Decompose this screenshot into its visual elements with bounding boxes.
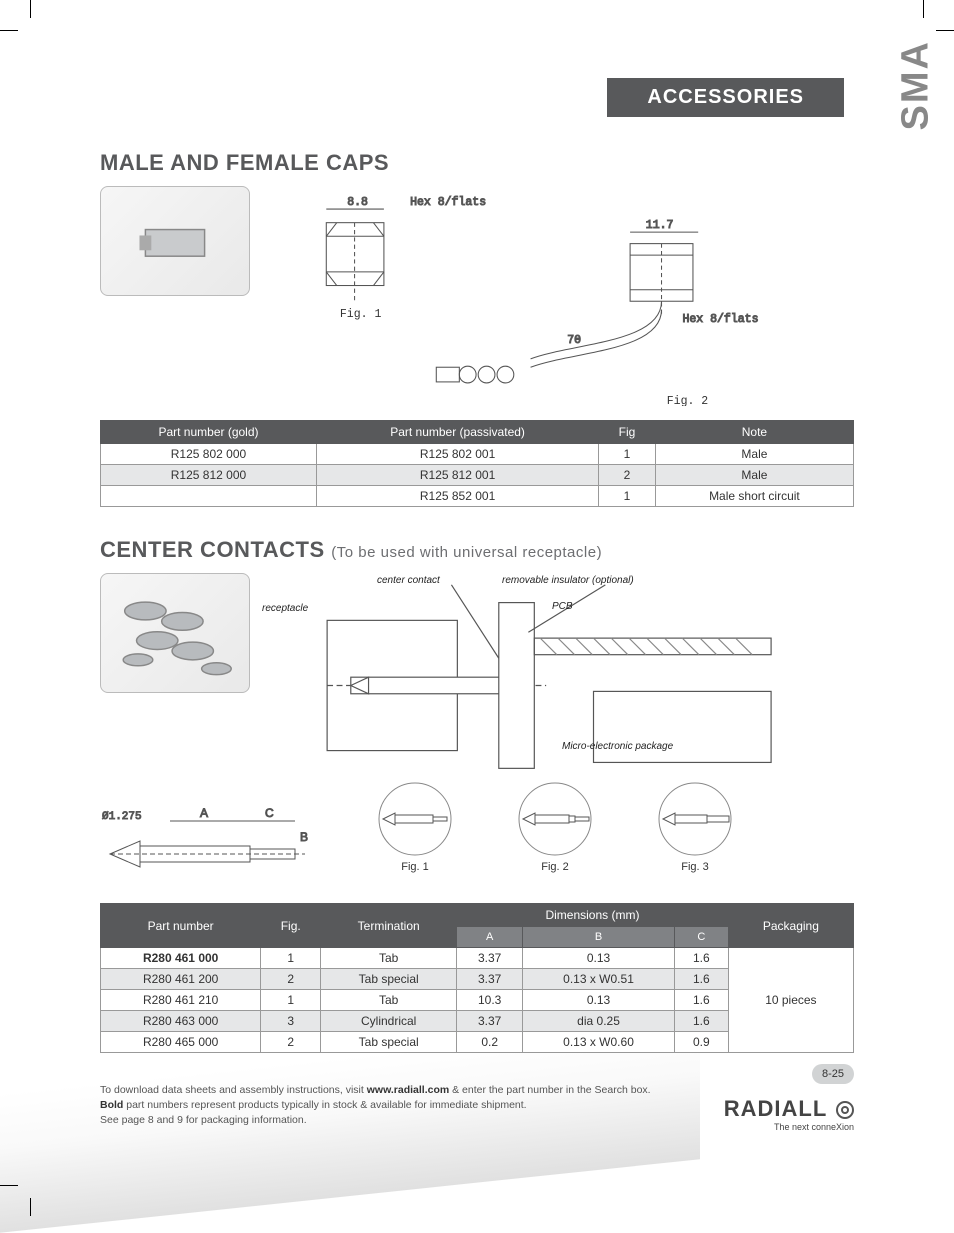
svg-text:Fig. 1: Fig. 1 (340, 308, 382, 321)
col-pkg: Packaging (728, 904, 853, 948)
col-note: Note (655, 421, 853, 444)
contacts-photo (100, 573, 250, 693)
col-fig: Fig. (261, 904, 321, 948)
col-fig: Fig (599, 421, 656, 444)
table-row: R280 461 0001Tab3.370.131.610 pieces (101, 948, 854, 969)
svg-text:70: 70 (567, 334, 581, 347)
col-dim: Dimensions (mm) (457, 904, 729, 927)
receptacle-diagram: center contact removable insulator (opti… (262, 573, 854, 763)
section1-title: MALE AND FEMALE CAPS (100, 150, 854, 176)
svg-text:11.7: 11.7 (646, 219, 674, 232)
col-C: C (674, 927, 728, 948)
packaging-cell: 10 pieces (728, 948, 853, 1053)
col-passivated: Part number (passivated) (316, 421, 598, 444)
page-number: 8-25 (812, 1064, 854, 1084)
svg-text:Fig. 2: Fig. 2 (667, 395, 709, 406)
svg-text:Hex 8/flats: Hex 8/flats (410, 196, 486, 209)
svg-text:Hex 8/flats: Hex 8/flats (682, 313, 758, 326)
col-B: B (523, 927, 675, 948)
col-gold: Part number (gold) (101, 421, 317, 444)
table-row: R125 802 000R125 802 0011Male (101, 444, 854, 465)
caps-diagram: 8.8 Hex 8/flats Fig. 1 11.7 (270, 186, 854, 406)
caps-photo (100, 186, 250, 296)
svg-text:Ø1.275: Ø1.275 (102, 811, 142, 823)
svg-text:A: A (200, 806, 208, 820)
section2-subtitle: (To be used with universal receptacle) (331, 544, 602, 561)
contacts-table: Part number Fig. Termination Dimensions … (100, 903, 854, 1053)
svg-text:B: B (300, 830, 308, 844)
pin-dimension-schematic: Ø1.275 A C B (100, 799, 330, 889)
svg-text:8.8: 8.8 (347, 196, 368, 209)
col-A: A (457, 927, 523, 948)
category-header: ACCESSORIES (607, 78, 844, 117)
section2-title: CENTER CONTACTS (To be used with univers… (100, 537, 854, 563)
table-row: R125 852 0011Male short circuit (101, 486, 854, 507)
col-term: Termination (321, 904, 457, 948)
caps-table: Part number (gold) Part number (passivat… (100, 420, 854, 507)
col-pn: Part number (101, 904, 261, 948)
table-row: R125 812 000R125 812 0012Male (101, 465, 854, 486)
side-label: SMA (894, 40, 937, 130)
brand-logo: RADIALL The next conneXion (724, 1096, 854, 1132)
svg-text:C: C (265, 806, 274, 820)
